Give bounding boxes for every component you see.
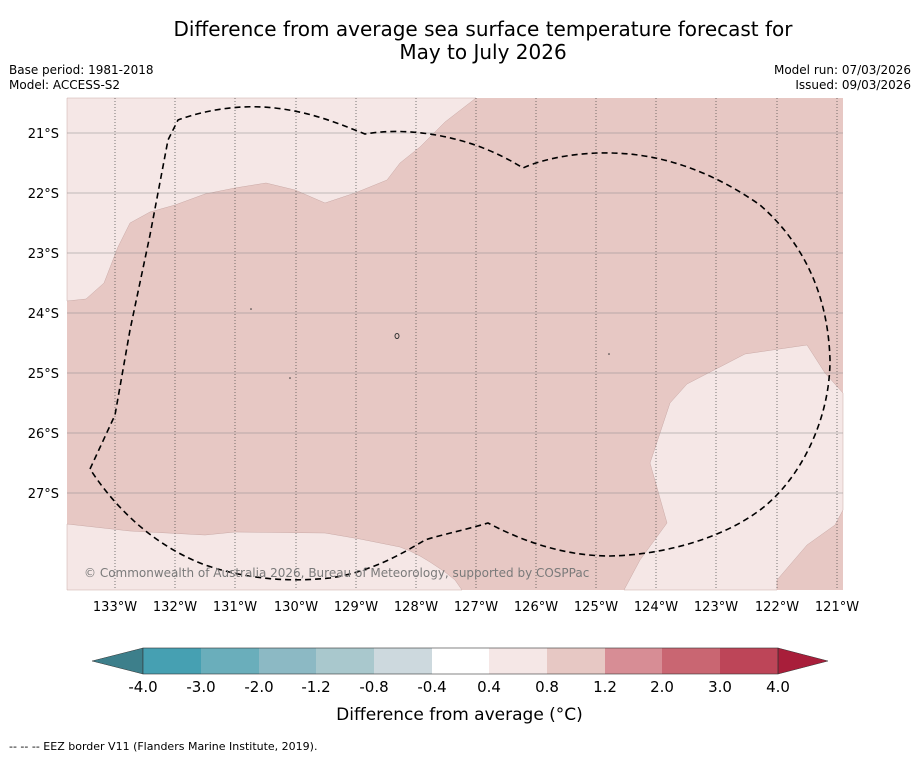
colorbar-segment — [489, 648, 547, 674]
lat-label: 27°S — [28, 487, 59, 502]
colorbar-tick: -3.0 — [186, 678, 215, 696]
colorbar-segment — [662, 648, 720, 674]
colorbar-segment — [316, 648, 374, 674]
region-light-top-left — [66, 97, 477, 302]
map-title: Difference from average sea surface temp… — [0, 18, 919, 64]
lon-label: 129°W — [334, 600, 378, 615]
colorbar-tick: -2.0 — [244, 678, 273, 696]
lon-label: 133°W — [93, 600, 137, 615]
lat-label: 22°S — [28, 187, 59, 202]
model-run: Model run: 07/03/2026 — [773, 63, 911, 77]
colorbar-tick: 0.8 — [535, 678, 559, 696]
title-line-1: Difference from average sea surface temp… — [173, 17, 793, 41]
colorbar — [91, 647, 829, 675]
colorbar-tick: 3.0 — [708, 678, 732, 696]
lon-label: 123°W — [694, 600, 738, 615]
issued-date: Issued: 09/03/2026 — [795, 78, 911, 92]
title-line-2: May to July 2026 — [399, 40, 567, 64]
colorbar-segment — [143, 648, 201, 674]
colorbar-tick: 2.0 — [650, 678, 674, 696]
longitude-labels: 133°W 132°W 131°W 130°W 129°W 128°W 127°… — [93, 600, 859, 615]
colorbar-tick: -4.0 — [128, 678, 157, 696]
colorbar-tick: 1.2 — [593, 678, 617, 696]
colorbar-segment — [201, 648, 259, 674]
lon-label: 130°W — [274, 600, 318, 615]
meta-right: Model run: 07/03/2026 Issued: 09/03/2026 — [774, 63, 911, 93]
colorbar-segment — [720, 648, 778, 674]
colorbar-tick: -1.2 — [301, 678, 330, 696]
island-marker — [394, 333, 400, 339]
colorbar-extend-high — [777, 647, 829, 675]
latitude-gridlines — [67, 132, 843, 494]
lon-label: 132°W — [153, 600, 197, 615]
lat-label: 24°S — [28, 307, 59, 322]
colorbar-segment — [432, 648, 489, 674]
island-marker — [250, 308, 252, 310]
latitude-labels: 21°S 22°S 23°S 24°S 25°S 26°S 27°S — [28, 127, 59, 502]
colorbar-segment — [605, 648, 662, 674]
island-marker — [289, 377, 291, 379]
lon-label: 122°W — [755, 600, 799, 615]
colorbar-segment — [374, 648, 432, 674]
colorbar-outline — [142, 647, 779, 675]
colorbar-segment — [547, 648, 605, 674]
colorbar-extend-low — [91, 647, 144, 675]
colorbar-tick: -0.4 — [417, 678, 446, 696]
region-light-bottom-left — [66, 523, 463, 591]
lon-label: 126°W — [514, 600, 558, 615]
colorbar-label: Difference from average (°C) — [336, 705, 583, 725]
colorbar-ticks: -4.0 -3.0 -2.0 -1.2 -0.8 -0.4 0.4 0.8 1.… — [128, 678, 790, 696]
island-marker — [608, 353, 610, 355]
colorbar-tick: -0.8 — [359, 678, 388, 696]
map-panel: © Commonwealth of Australia 2026, Bureau… — [66, 97, 844, 591]
lon-label: 127°W — [454, 600, 498, 615]
model-name: Model: ACCESS-S2 — [9, 78, 121, 92]
lon-label: 128°W — [394, 600, 438, 615]
lon-label: 124°W — [634, 600, 678, 615]
base-period: Base period: 1981-2018 — [9, 63, 154, 77]
colorbar-segment — [259, 648, 316, 674]
meta-left: Base period: 1981-2018 Model: ACCESS-S2 — [9, 63, 154, 93]
lat-label: 21°S — [28, 127, 59, 142]
colorbar-tick: 4.0 — [766, 678, 790, 696]
copyright-notice: © Commonwealth of Australia 2026, Bureau… — [84, 566, 589, 580]
lat-label: 25°S — [28, 367, 59, 382]
footer-note: -- -- -- EEZ border V11 (Flanders Marine… — [9, 740, 318, 753]
lon-label: 121°W — [815, 600, 859, 615]
longitude-gridlines — [114, 98, 838, 590]
lon-label: 131°W — [213, 600, 257, 615]
lat-label: 23°S — [28, 247, 59, 262]
lat-label: 26°S — [28, 427, 59, 442]
lon-label: 125°W — [574, 600, 618, 615]
eez-border — [89, 105, 831, 581]
colorbar-tick: 0.4 — [477, 678, 501, 696]
